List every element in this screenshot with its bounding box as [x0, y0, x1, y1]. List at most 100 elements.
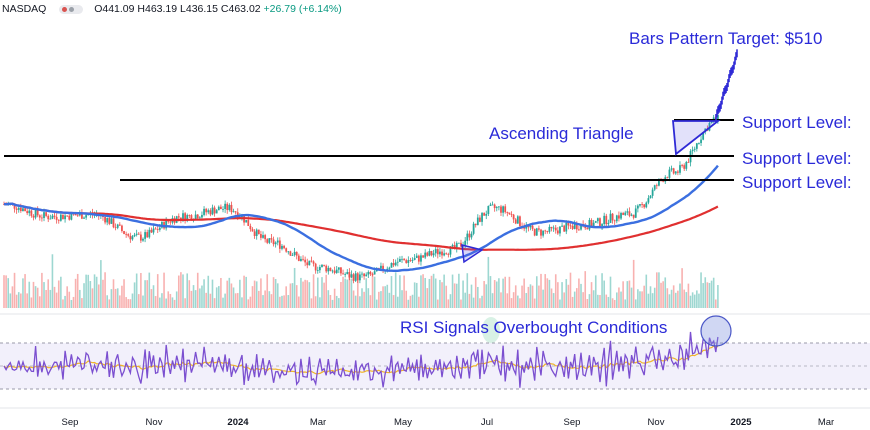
candle-body — [685, 161, 688, 169]
volume-bar — [668, 294, 671, 308]
volume-bar — [81, 298, 83, 308]
candle-body — [641, 204, 643, 205]
candle-body — [278, 240, 281, 249]
volume-bar — [426, 288, 429, 308]
candle-body — [436, 249, 439, 255]
volume-bar — [569, 272, 572, 308]
volume-bar — [199, 288, 201, 308]
volume-bar — [97, 284, 100, 308]
volume-bar — [112, 279, 115, 308]
candle-body — [651, 189, 654, 196]
candle-body — [190, 215, 193, 221]
volume-bars — [3, 254, 719, 308]
volume-bar — [230, 283, 233, 308]
candle-body — [594, 221, 597, 223]
candle-body — [316, 270, 319, 272]
volume-bar — [32, 281, 35, 308]
volume-bar — [432, 273, 435, 308]
rsi-line — [3, 331, 719, 388]
volume-bar — [500, 292, 502, 308]
volume-bar — [495, 281, 498, 308]
candle-body — [211, 207, 214, 215]
volume-bar — [161, 293, 163, 308]
candle-body — [314, 263, 317, 271]
volume-bar — [342, 276, 344, 308]
volume-bar — [203, 279, 205, 308]
candle-body — [613, 220, 616, 222]
volume-bar — [491, 293, 494, 308]
volume-bar — [359, 296, 361, 308]
candle-body — [150, 229, 153, 233]
target-annotation: Bars Pattern Target: $510 — [629, 29, 822, 48]
x-tick: May — [394, 417, 412, 428]
volume-bar — [260, 278, 262, 308]
candle-body — [28, 210, 31, 214]
volume-bar — [121, 285, 123, 308]
candle-body — [144, 232, 146, 239]
volume-bar — [422, 274, 424, 308]
volume-bar — [215, 287, 218, 308]
candle-body — [222, 209, 224, 210]
candle-body — [34, 209, 37, 218]
volume-bar — [144, 280, 146, 308]
symbol-label: NASDAQ — [2, 3, 47, 15]
candle-body — [201, 214, 203, 218]
volume-bar — [159, 297, 161, 308]
candle-body — [342, 273, 344, 275]
toggle-icon[interactable] — [59, 4, 84, 14]
candle-body — [81, 212, 83, 219]
candle-body — [146, 232, 149, 238]
candle-body — [270, 238, 273, 240]
volume-bar — [5, 275, 7, 308]
candle-body — [177, 216, 180, 218]
candle-body — [129, 235, 132, 240]
volume-bar — [22, 278, 24, 308]
volume-bar — [255, 281, 258, 308]
volume-bar — [224, 293, 226, 308]
volume-bar — [93, 274, 96, 308]
volume-bar — [557, 282, 559, 308]
candle-body — [295, 251, 298, 256]
candle-body — [287, 251, 290, 253]
volume-bar — [487, 256, 490, 308]
candle-body — [716, 114, 719, 121]
change-value: +26.79 (+6.14%) — [263, 3, 342, 15]
candle-body — [32, 215, 35, 218]
volume-bar — [691, 292, 694, 308]
volume-bar — [681, 268, 683, 308]
volume-bar — [312, 274, 315, 308]
candle-body — [447, 254, 450, 255]
volume-bar — [295, 285, 298, 308]
rsi-annotation: RSI Signals Overbought Conditions — [400, 318, 667, 337]
volume-bar — [451, 274, 454, 308]
volume-bar — [268, 291, 271, 308]
candle-body — [281, 245, 283, 249]
x-tick: Sep — [564, 417, 581, 428]
candle-body — [620, 213, 622, 219]
volume-bar — [674, 292, 677, 308]
candle-body — [596, 218, 599, 222]
volume-bar — [177, 275, 180, 308]
candle-body — [599, 218, 601, 227]
volume-bar — [125, 297, 127, 308]
volume-bar — [630, 287, 633, 308]
volume-bar — [449, 294, 452, 308]
candle-body — [552, 227, 555, 229]
volume-bar — [493, 280, 496, 308]
volume-bar — [388, 292, 391, 308]
candle-body — [196, 214, 199, 219]
volume-bar — [11, 286, 14, 308]
candle-body — [672, 168, 675, 174]
candle-body — [51, 215, 54, 219]
candle-body — [512, 214, 515, 220]
candle-body — [628, 211, 631, 216]
volume-bar — [561, 282, 563, 308]
volume-bar — [489, 276, 492, 308]
candle-body — [142, 238, 144, 241]
volume-bar — [637, 289, 639, 308]
volume-bar — [521, 285, 523, 308]
candle-body — [540, 229, 542, 236]
volume-bar — [508, 276, 511, 308]
time-axis: Sep Nov 2024 Mar May Jul Sep Nov 2025 Ma… — [62, 417, 835, 428]
volume-bar — [102, 279, 104, 308]
